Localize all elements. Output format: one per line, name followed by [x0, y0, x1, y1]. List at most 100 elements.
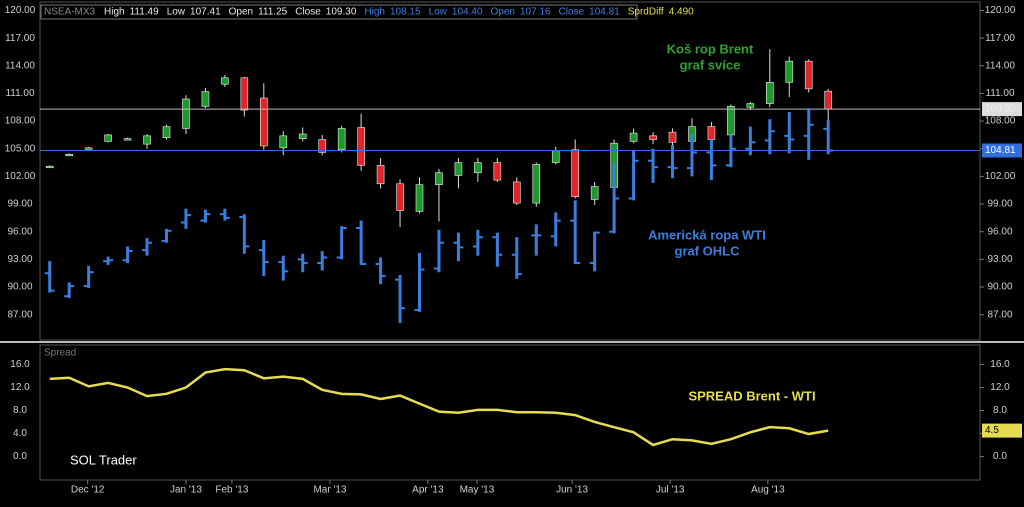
candle-body	[240, 77, 249, 111]
panel-title: Spread	[44, 348, 76, 359]
y-tick-label: 87.00	[7, 309, 32, 320]
x-tick-label: Dec '12	[71, 485, 105, 496]
y-tick-label: 111.00	[5, 88, 35, 99]
y-tick-label: 93.00	[7, 254, 32, 265]
candle-body	[376, 165, 385, 185]
x-tick-label: May '13	[460, 485, 495, 496]
candle-body	[513, 181, 521, 204]
candle-body	[123, 138, 132, 141]
y-tick-label: 0.0	[993, 451, 1007, 462]
header-value: 111.25	[258, 7, 288, 18]
candle-body	[415, 184, 424, 212]
spread-frame	[39, 344, 981, 481]
candle-body	[766, 82, 774, 104]
candle-body	[182, 98, 190, 129]
y-tick-label: 117.00	[985, 33, 1015, 44]
candle-body	[298, 133, 307, 139]
candle-body	[435, 172, 443, 185]
y-tick-label: 96.00	[987, 226, 1012, 237]
y-tick-label: 4.0	[13, 428, 27, 439]
last-price-label: 109.30	[985, 104, 1016, 115]
candle-body	[824, 90, 832, 110]
candle-body	[727, 106, 735, 136]
header-value: 107.41	[190, 7, 221, 18]
value-box	[982, 423, 1022, 438]
y-tick-label: 99.00	[7, 199, 32, 210]
candle-body	[260, 97, 268, 147]
last-price-label: 104.81	[985, 145, 1016, 156]
y-tick-label: 114.00	[985, 60, 1015, 71]
header-label: Open	[229, 7, 253, 18]
y-tick-label: 105.00	[5, 143, 36, 154]
candle-body	[221, 77, 229, 85]
candle-body	[279, 135, 288, 149]
y-tick-label: 16.0	[990, 359, 1010, 370]
candle-body	[493, 162, 502, 181]
candle-body	[45, 165, 54, 169]
main-frame	[39, 1, 981, 341]
candle-body	[590, 186, 599, 200]
y-tick-label: 102.00	[985, 171, 1016, 182]
candle-body	[337, 128, 346, 150]
annotation: Americká ropa WTI	[648, 227, 766, 242]
candle-body	[571, 149, 579, 197]
x-tick-label: Jul '13	[656, 485, 685, 496]
candle-body	[396, 183, 404, 211]
candle-body	[668, 131, 677, 143]
y-tick-label: 90.00	[7, 282, 32, 293]
candle-body	[162, 126, 171, 138]
spread-line	[49, 367, 829, 447]
header-label: High	[104, 7, 125, 18]
annotation: SPREAD Brent - WTI	[688, 388, 815, 403]
candle-body	[474, 162, 482, 174]
header-label: Low	[429, 7, 448, 18]
y-tick-label: 102.00	[5, 171, 36, 182]
candle-body	[318, 139, 326, 153]
brand: SOL Trader	[70, 452, 137, 467]
y-tick-label: 117.00	[5, 33, 35, 44]
header-value: 104.81	[589, 7, 620, 18]
y-tick-label: 111.00	[985, 88, 1015, 99]
y-tick-label: 96.00	[7, 226, 32, 237]
y-tick-label: 108.00	[5, 116, 36, 127]
x-tick-label: Aug '13	[751, 485, 785, 496]
candle-body	[65, 153, 73, 157]
header-box	[40, 4, 638, 20]
candle-body	[143, 135, 151, 145]
candle-body	[785, 60, 794, 83]
y-tick-label: 8.0	[13, 405, 27, 416]
x-tick-label: Jun '13	[556, 485, 588, 496]
candle-body	[629, 132, 638, 142]
y-tick-label: 90.00	[987, 282, 1012, 293]
candle-body	[201, 91, 210, 107]
header-value: 104.40	[452, 7, 483, 18]
header-value: 4.490	[669, 7, 694, 18]
annotation: Koš rop Brent	[667, 41, 754, 56]
header-value: 108.15	[390, 7, 421, 18]
header-label: Close	[295, 7, 321, 18]
candle-body	[804, 60, 813, 90]
candle-body	[454, 162, 463, 176]
candle-body	[746, 103, 755, 108]
y-tick-label: 12.0	[10, 382, 30, 393]
x-tick-label: Jan '13	[170, 485, 202, 496]
y-tick-label: 87.00	[987, 309, 1012, 320]
y-tick-label: 120.00	[5, 5, 36, 16]
header-value: 109.30	[326, 7, 357, 18]
candle-body	[707, 126, 716, 140]
header-label: High	[364, 7, 385, 18]
symbol: NSEA-MX3	[44, 7, 96, 18]
last-price-box	[982, 102, 1022, 117]
last-price-box	[982, 143, 1022, 158]
header-label: Low	[167, 7, 186, 18]
header-label: SprdDiff	[628, 7, 664, 18]
candle-body	[532, 164, 541, 204]
header-value: 107.16	[520, 7, 551, 18]
y-tick-label: 0.0	[13, 451, 27, 462]
y-tick-label: 16.0	[10, 359, 30, 370]
candle-body	[551, 150, 560, 163]
candle-body	[649, 135, 657, 140]
y-tick-label: 120.00	[985, 5, 1016, 16]
annotation: graf OHLC	[675, 243, 741, 258]
